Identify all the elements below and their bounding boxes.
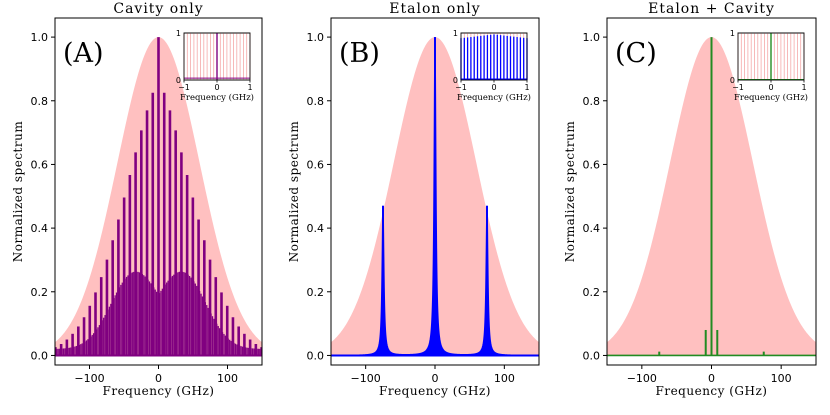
y-tick-label: 0.0	[307, 349, 325, 362]
y-tick-label: 0.4	[307, 222, 325, 235]
inset-y-tick-label: 1	[176, 29, 181, 38]
x-tick-label: 0	[155, 372, 162, 385]
y-tick-label: 0.8	[31, 95, 49, 108]
inset-x-tick-label: 1	[247, 83, 252, 92]
y-tick-label: 0.0	[31, 349, 49, 362]
panel-title: Etalon + Cavity	[648, 1, 775, 17]
plot-area	[55, 37, 262, 357]
plot-area	[607, 37, 816, 357]
x-tick-label: 100	[771, 372, 792, 385]
y-tick-label: 0.4	[31, 222, 49, 235]
y-tick-label: 0.8	[307, 95, 325, 108]
y-tick-label: 0.0	[583, 349, 601, 362]
x-tick-label: 100	[217, 372, 238, 385]
panel-label: (B)	[339, 38, 380, 69]
y-tick-label: 1.0	[31, 31, 49, 44]
inset-x-axis-label: Frequency (GHz)	[457, 92, 531, 103]
panel-title: Etalon only	[389, 1, 480, 17]
y-tick-label: 0.2	[583, 286, 601, 299]
inset-x-tick-label: −1	[178, 83, 190, 92]
y-axis-label: Normalized spectrum	[287, 121, 301, 263]
inset-x-axis-label: Frequency (GHz)	[734, 92, 808, 103]
x-tick-label: 0	[432, 372, 439, 385]
inset-x-tick-label: 0	[491, 83, 496, 92]
panel-title: Cavity only	[113, 1, 203, 17]
inset-x-tick-label: 0	[214, 83, 219, 92]
y-axis-label: Normalized spectrum	[563, 121, 577, 263]
x-tick-label: 0	[708, 372, 715, 385]
inset-y-tick-label: 1	[453, 29, 458, 38]
y-tick-label: 0.6	[307, 158, 325, 171]
x-axis-label: Frequency (GHz)	[379, 384, 491, 398]
inset-y-tick-label: 1	[730, 29, 735, 38]
y-tick-label: 0.8	[583, 95, 601, 108]
inset-x-tick-label: −1	[732, 83, 744, 92]
x-axis-label: Frequency (GHz)	[656, 384, 768, 398]
inset-x-axis-label: Frequency (GHz)	[180, 92, 254, 103]
y-axis-label: Normalized spectrum	[11, 121, 25, 263]
inset-y-tick-label: 0	[176, 76, 181, 85]
y-tick-label: 0.4	[583, 222, 601, 235]
plot-area	[331, 36, 539, 357]
x-tick-label: −100	[351, 372, 381, 385]
inset-x-tick-label: 1	[524, 83, 529, 92]
y-tick-label: 0.6	[583, 158, 601, 171]
inset-x-tick-label: 0	[768, 83, 773, 92]
x-tick-label: 100	[494, 372, 515, 385]
panel-label: (C)	[615, 38, 657, 69]
x-tick-label: −100	[74, 372, 104, 385]
inset-x-tick-label: 1	[801, 83, 806, 92]
y-tick-label: 1.0	[583, 31, 601, 44]
y-tick-label: 0.2	[307, 286, 325, 299]
inset-y-tick-label: 0	[453, 76, 458, 85]
y-tick-label: 0.2	[31, 286, 49, 299]
x-axis-label: Frequency (GHz)	[103, 384, 215, 398]
x-tick-label: −100	[627, 372, 657, 385]
panel-label: (A)	[63, 38, 104, 69]
y-tick-label: 1.0	[307, 31, 325, 44]
y-tick-label: 0.6	[31, 158, 49, 171]
inset-y-tick-label: 0	[730, 76, 735, 85]
inset-x-tick-label: −1	[455, 83, 467, 92]
